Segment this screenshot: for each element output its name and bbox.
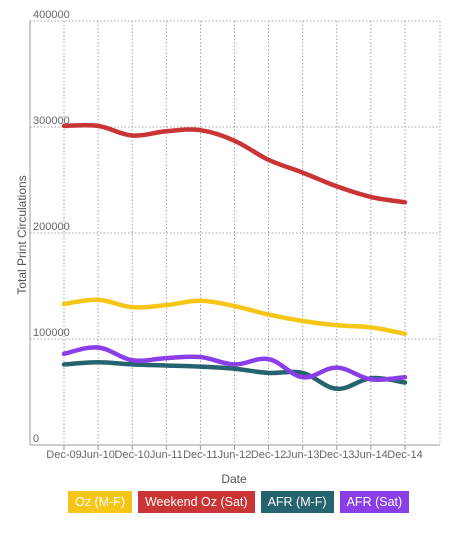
x-tick-label: Dec-12 — [251, 449, 286, 461]
x-tick-label: Jun-11 — [150, 449, 183, 461]
axis-layer — [30, 21, 440, 450]
y-tick-label: 0 — [33, 433, 39, 445]
y-tick-label: 100000 — [33, 327, 70, 339]
x-axis-label: Date — [221, 472, 247, 486]
legend-item-oz-m-f[interactable]: Oz (M-F) — [68, 491, 132, 513]
x-tick-label: Dec-11 — [183, 449, 218, 461]
y-axis-label: Total Print Circulations — [15, 175, 29, 294]
x-tick-label: Jun-14 — [354, 449, 388, 461]
x-tick-label: Jun-12 — [218, 449, 252, 461]
series-line-oz-m-f — [64, 300, 405, 334]
legend-item-afr-sat[interactable]: AFR (Sat) — [340, 491, 410, 513]
x-tick-label: Jun-10 — [81, 449, 115, 461]
legend-item-weekend-oz-sat[interactable]: Weekend Oz (Sat) — [138, 491, 255, 513]
x-tick-label: Dec-10 — [114, 449, 149, 461]
x-tick-label: Dec-14 — [387, 449, 422, 461]
y-tick-label: 200000 — [33, 221, 70, 233]
legend-item-afr-m-f[interactable]: AFR (M-F) — [261, 491, 334, 513]
x-tick-label: Dec-13 — [319, 449, 354, 461]
legend: Oz (M-F) Weekend Oz (Sat) AFR (M-F) AFR (Sa… — [68, 491, 409, 513]
x-tick-label: Dec-09 — [46, 449, 81, 461]
y-tick-label: 400000 — [33, 9, 70, 21]
x-tick-label: Jun-13 — [286, 449, 320, 461]
